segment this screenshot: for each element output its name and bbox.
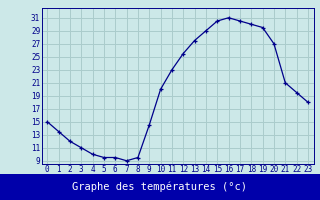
Text: Graphe des températures (°c): Graphe des températures (°c) [73, 182, 247, 192]
